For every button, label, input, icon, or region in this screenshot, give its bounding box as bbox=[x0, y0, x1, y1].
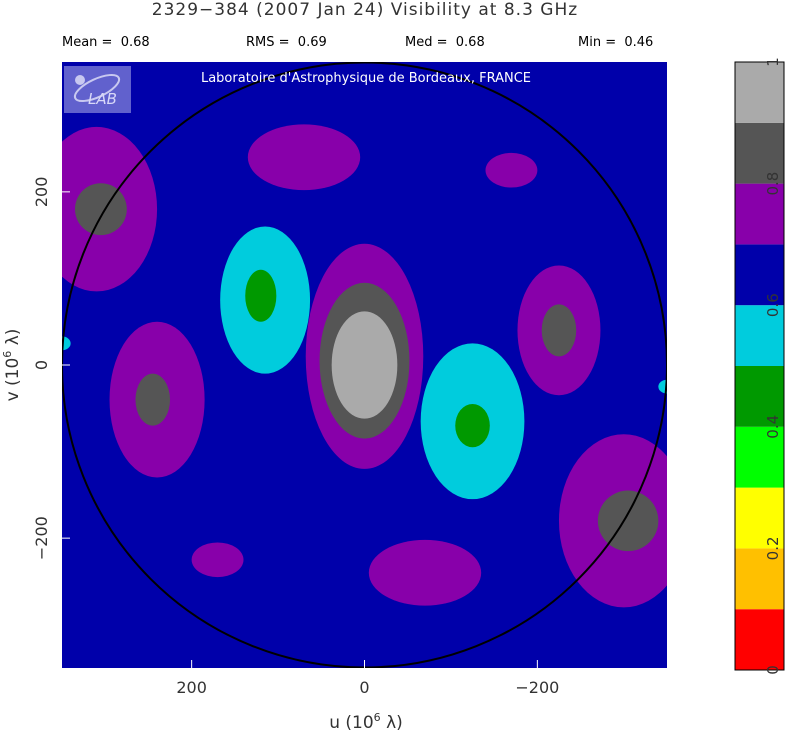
colorbar-tick-label-2: 0.4 bbox=[764, 415, 782, 439]
stat-rms: RMS = 0.69 bbox=[246, 35, 327, 50]
colorbar-frame bbox=[734, 61, 785, 671]
visibility-region-19 bbox=[62, 336, 71, 351]
visibility-region-14 bbox=[597, 490, 659, 552]
y-tick-label-0: 200 bbox=[32, 177, 51, 208]
logo-background bbox=[64, 66, 131, 113]
stat-min-value: 0.46 bbox=[624, 35, 654, 50]
x-tick-label-2: −200 bbox=[515, 678, 559, 697]
watermark-text: Laboratoire d'Astrophysique de Bordeaux,… bbox=[201, 71, 531, 86]
colorbar-tick-label-1: 0.2 bbox=[764, 536, 782, 560]
y-axis-label-base: v (10 bbox=[3, 358, 23, 402]
y-tick-label-1: 0 bbox=[32, 360, 51, 370]
stat-rms-label: RMS = bbox=[246, 35, 290, 50]
y-axis-ticks: 200 0 −200 bbox=[32, 177, 70, 560]
visibility-region-16 bbox=[368, 539, 482, 606]
colorbar-tick-label-4: 0.8 bbox=[764, 172, 782, 196]
colorbar-level-8 bbox=[735, 122, 784, 184]
colorbar-level-1 bbox=[735, 548, 784, 610]
x-axis-ticks: 200 0 −200 bbox=[176, 660, 559, 697]
stat-med-value: 0.68 bbox=[455, 35, 485, 50]
colorbar-level-2 bbox=[735, 487, 784, 549]
colorbar-level-7 bbox=[735, 183, 784, 245]
x-axis-label-exponent: 6 bbox=[374, 711, 381, 724]
visibility-regions bbox=[62, 124, 667, 608]
stat-med-label: Med = bbox=[405, 35, 448, 50]
x-tick-label-0: 200 bbox=[176, 678, 207, 697]
colorbar-level-9 bbox=[735, 62, 784, 123]
stat-mean-label: Mean = bbox=[62, 35, 113, 50]
x-axis-label-base: u (10 bbox=[329, 713, 373, 733]
logo-planet-icon bbox=[75, 75, 85, 85]
visibility-region-8 bbox=[74, 183, 127, 236]
stat-min: Min = 0.46 bbox=[578, 35, 653, 50]
visibility-region-10 bbox=[135, 373, 171, 426]
stat-mean: Mean = 0.68 bbox=[62, 35, 150, 50]
visibility-region-2 bbox=[331, 311, 398, 419]
visibility-region-17 bbox=[485, 152, 538, 188]
stat-mean-value: 0.68 bbox=[120, 35, 150, 50]
visibility-region-6 bbox=[455, 403, 490, 448]
visibility-region-20 bbox=[658, 379, 667, 394]
colorbar-tick-label-5: 1 bbox=[764, 57, 782, 67]
x-tick-label-1: 0 bbox=[359, 678, 369, 697]
colorbar-tick-label-3: 0.6 bbox=[764, 293, 782, 317]
y-axis-label-exponent: 6 bbox=[1, 351, 14, 358]
visibility-region-15 bbox=[247, 124, 361, 191]
colorbar bbox=[734, 61, 785, 671]
colorbar-level-6 bbox=[735, 244, 784, 306]
chart-title: 2329−384 (2007 Jan 24) Visibility at 8.3… bbox=[151, 0, 579, 20]
colorbar-level-5 bbox=[735, 305, 784, 366]
stat-min-label: Min = bbox=[578, 35, 617, 50]
visibility-region-18 bbox=[191, 542, 244, 578]
colorbar-ticks: 0 0.2 0.4 0.6 0.8 1 bbox=[764, 57, 782, 675]
x-axis-label-unit: λ) bbox=[381, 713, 403, 733]
visibility-region-4 bbox=[245, 269, 277, 322]
x-axis-label: u (106 λ) bbox=[329, 711, 403, 733]
colorbar-level-3 bbox=[735, 426, 784, 488]
lab-logo: LAB bbox=[64, 66, 131, 113]
y-axis-label: v (106 λ) bbox=[1, 329, 23, 402]
colorbar-level-0 bbox=[735, 609, 784, 670]
colorbar-level-4 bbox=[735, 366, 784, 427]
visibility-region-12 bbox=[541, 304, 577, 357]
stat-med: Med = 0.68 bbox=[405, 35, 485, 50]
logo-orbit-icon bbox=[73, 73, 121, 103]
stat-rms-value: 0.69 bbox=[297, 35, 327, 50]
y-axis-label-unit: λ) bbox=[3, 329, 23, 351]
logo-text: LAB bbox=[88, 90, 117, 108]
colorbar-tick-label-0: 0 bbox=[764, 665, 782, 675]
y-tick-label-2: −200 bbox=[32, 516, 51, 560]
